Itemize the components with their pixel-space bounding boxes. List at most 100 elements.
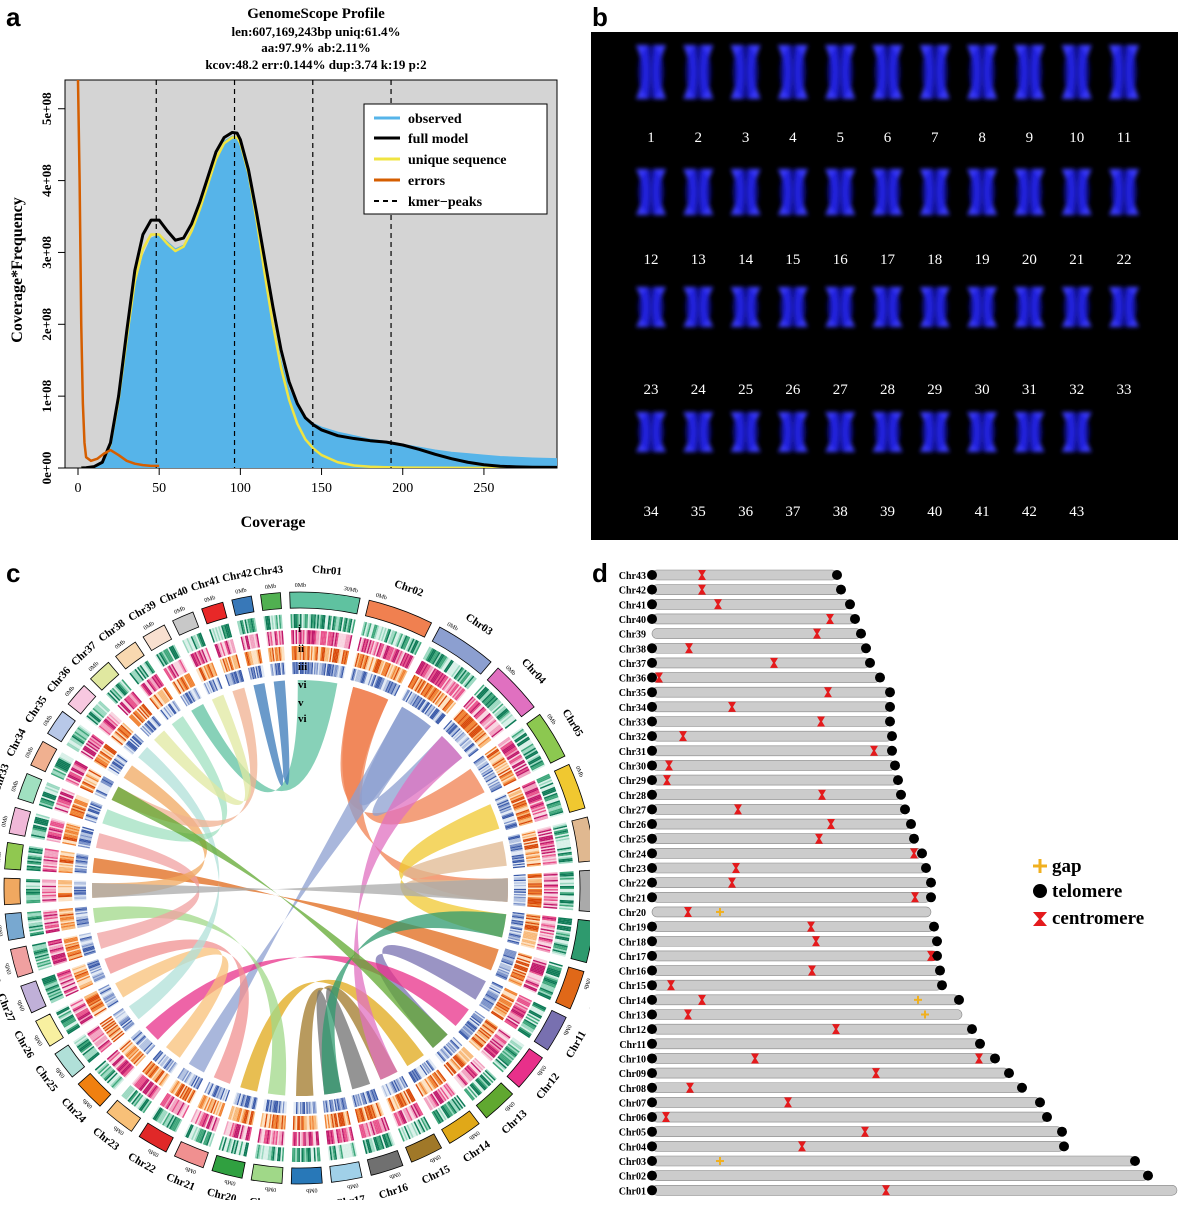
telomere-marker <box>885 716 895 727</box>
chromosome-image <box>730 412 761 452</box>
chromosome-row: Chr21 <box>619 891 936 904</box>
scale-tick-label: 0Mb <box>428 1153 441 1164</box>
scale-tick-label: 0Mb <box>185 1165 198 1175</box>
chromosome-ideogram <box>8 806 32 837</box>
centromere-marker <box>679 731 687 742</box>
errors-line <box>76 80 160 468</box>
synteny-link <box>128 746 220 1020</box>
chromosome-label: 7 <box>931 130 939 146</box>
chromosome-label: 25 <box>738 382 753 398</box>
chromosome-bar <box>651 1053 996 1064</box>
chromosome-bar <box>651 862 927 874</box>
telomere-marker <box>647 584 657 595</box>
y-tick-label: 3e+08 <box>39 236 54 269</box>
chromosome-row-label: Chr19 <box>619 923 646 934</box>
chromosome-name-label: Chr39 <box>126 598 158 623</box>
chromosome-ideogram <box>172 611 200 636</box>
chromosome-row-label: Chr02 <box>619 1172 646 1183</box>
chromosome-ideogram <box>260 592 282 611</box>
centromere-marker <box>770 657 778 668</box>
chromosome-row: Chr08 <box>619 1082 1027 1095</box>
chromosome-row-label: Chr43 <box>619 571 646 582</box>
chromosome-image <box>1061 287 1092 327</box>
chromosome-row: Chr13 <box>619 1009 963 1022</box>
chromosome-row-label: Chr04 <box>619 1142 646 1153</box>
scale-tick-label: 0Mb <box>468 1129 481 1141</box>
telomere-marker <box>887 745 897 756</box>
chromosome-image <box>777 169 808 215</box>
chromosome-ideogram <box>20 980 47 1014</box>
telomere-marker <box>1042 1112 1052 1123</box>
centromere-marker <box>685 643 693 654</box>
scale-tick-label: 0Mb <box>265 1185 277 1192</box>
chromosome-ideogram <box>47 710 76 743</box>
chromosome-row-label: Chr37 <box>619 659 646 670</box>
telomere-marker <box>647 804 657 815</box>
full-model-line <box>81 130 557 468</box>
centromere-marker <box>698 570 706 580</box>
track-label: i <box>298 623 301 635</box>
centromere-marker <box>698 584 706 595</box>
scale-tick-label: 0Mb <box>375 593 387 602</box>
centromere-marker <box>813 628 821 639</box>
chromosome-ideogram <box>35 1013 64 1047</box>
centromere-marker <box>751 1053 759 1064</box>
telomere-marker <box>1004 1068 1014 1079</box>
chromosome-row-label: Chr31 <box>619 747 646 758</box>
chromosome-row-label: Chr10 <box>619 1054 646 1065</box>
chart-stats-line1: len:607,169,243bp uniq:61.4% <box>231 24 400 39</box>
y-tick-label: 2e+08 <box>39 307 54 340</box>
chromosome-map-legend: gap telomere centromere <box>1033 856 1144 929</box>
telomere-marker <box>647 863 657 873</box>
scale-tick-label: 0Mb <box>446 622 459 633</box>
telomere-marker <box>647 701 657 712</box>
telomere-marker <box>917 848 927 859</box>
telomere-marker <box>647 848 657 859</box>
chromosome-label: 28 <box>880 382 895 398</box>
chromosome-label: 33 <box>1117 382 1132 398</box>
chromosome-image <box>1014 45 1045 99</box>
chromosome-bar <box>651 979 943 991</box>
chromosome-bar <box>651 877 932 888</box>
centromere-marker <box>808 965 816 976</box>
panel-d-letter: d <box>592 558 608 588</box>
scale-tick-label: 0Mb <box>25 746 35 759</box>
chromosome-image <box>683 45 714 99</box>
telomere-marker <box>832 570 842 580</box>
chromosome-image <box>1014 287 1045 327</box>
chromosome-ideogram <box>431 626 492 675</box>
legend-kmer-peaks: kmer−peaks <box>408 195 483 210</box>
telomere-marker <box>647 833 657 844</box>
chromosome-ideogram <box>553 763 586 813</box>
chromosome-image <box>636 169 666 215</box>
chromosome-row-label: Chr03 <box>619 1157 646 1168</box>
chromosome-image <box>1109 169 1139 215</box>
chromosome-name-label: Chr03 <box>463 611 495 638</box>
chromosome-image <box>1014 412 1045 452</box>
chromosome-row-label: Chr29 <box>619 776 646 787</box>
chromosome-label: 35 <box>691 504 706 520</box>
chromosome-bar <box>651 1097 1041 1108</box>
chromosome-row-label: Chr42 <box>619 586 646 597</box>
genomescope-chart: GenomeScope Profile len:607,169,243bp un… <box>9 6 558 531</box>
chromosome-bar <box>651 789 902 801</box>
chromosome-row-label: Chr30 <box>619 761 646 772</box>
chromosome-name-label: Chr17 <box>335 1193 367 1200</box>
chromosome-image <box>825 412 856 452</box>
scale-tick-label: 0Mb <box>347 1181 359 1189</box>
chromosome-ideogram <box>106 1099 142 1132</box>
chromosome-row-label: Chr21 <box>619 893 646 904</box>
chromosome-row: Chr40 <box>619 613 860 626</box>
chromosome-ideogram <box>138 1122 174 1153</box>
telomere-marker <box>932 950 942 961</box>
telomere-marker <box>647 877 657 888</box>
chromosome-ideogram <box>30 740 58 773</box>
chromosome-row: Chr15 <box>619 979 947 992</box>
x-tick-label: 0 <box>74 481 81 496</box>
chromosome-label: 41 <box>975 504 990 520</box>
chromosome-bar <box>651 628 862 639</box>
chromosome-row: Chr16 <box>619 965 945 978</box>
legend-unique-sequence: unique sequence <box>408 153 506 168</box>
synteny-link <box>92 857 499 971</box>
chromosome-ideogram <box>578 869 597 913</box>
